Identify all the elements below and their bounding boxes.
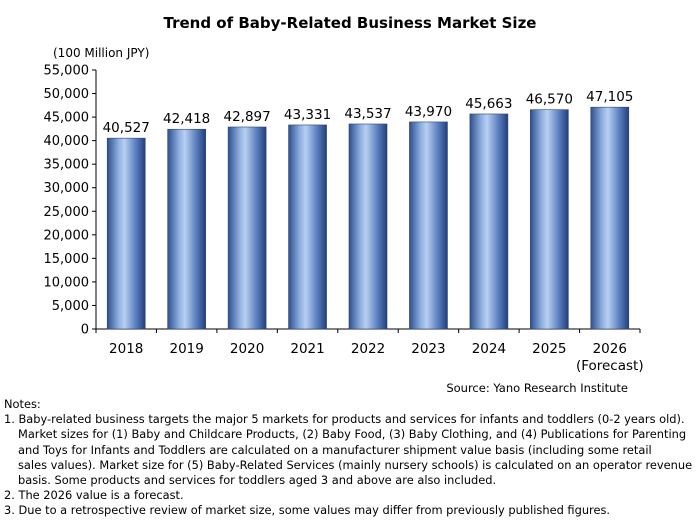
x-tick-label: 2020 (230, 341, 264, 357)
bars-group (106, 106, 630, 330)
y-tick-label: 5,000 (52, 299, 89, 314)
note-line: 2. The 2026 value is a forecast. (4, 488, 184, 503)
data-label: 45,663 (465, 96, 512, 112)
y-tick-label: 25,000 (44, 205, 90, 220)
bar (348, 123, 388, 330)
x-tick-label: 2018 (109, 341, 143, 357)
data-label: 46,570 (526, 92, 573, 108)
x-tick-label: 2022 (351, 341, 385, 357)
x-tick-label: 2019 (169, 341, 203, 357)
bar (106, 137, 146, 330)
note-line: 3. Due to a retrospective review of mark… (4, 503, 611, 518)
y-tick-label: 20,000 (44, 228, 90, 243)
x-tick-label: 2025 (532, 341, 566, 357)
data-label: 43,537 (344, 106, 391, 122)
y-tick-label: 30,000 (44, 181, 90, 196)
y-tick-label: 35,000 (44, 158, 90, 173)
bar (590, 106, 630, 330)
x-tick-label: 2024 (472, 341, 506, 357)
data-label: 47,105 (586, 89, 633, 105)
note-line: 1. Baby-related business targets the maj… (4, 412, 685, 427)
labels-group: 40,527 2018 42,418 2019 42,897 2020 43,331 2021… (103, 89, 644, 374)
y-tick-label: 45,000 (44, 111, 90, 126)
x-tick-label: 2021 (290, 341, 324, 357)
bar (409, 121, 448, 330)
bar (469, 113, 509, 330)
notes-block: Notes: 1. Baby-related business targets … (4, 397, 696, 519)
y-axis-label: (100 Million JPY) (53, 46, 149, 60)
data-label: 40,527 (103, 120, 150, 136)
data-label: 42,897 (223, 109, 270, 125)
source-note: Source: Yano Research Institute (446, 381, 628, 395)
note-line: Market sizes for (1) Baby and Childcare … (18, 427, 687, 442)
data-label: 43,331 (284, 107, 331, 123)
y-tick-label: 40,000 (44, 134, 90, 149)
notes-heading: Notes: (4, 397, 41, 411)
x-tick-label: 2026 (593, 341, 627, 357)
y-tick-label: 55,000 (44, 64, 90, 79)
bar (167, 128, 206, 330)
x-tick-sublabel: (Forecast) (576, 358, 644, 374)
note-line: basis. Some products and services for to… (18, 473, 497, 488)
chart-title: Trend of Baby-Related Business Market Si… (164, 14, 537, 32)
y-tick-label: 15,000 (44, 252, 90, 267)
bar (530, 109, 569, 330)
chart-canvas: Trend of Baby-Related Business Market Si… (44, 14, 644, 395)
note-line: sales values). Market size for (5) Baby-… (18, 457, 693, 472)
x-tick-label: 2023 (411, 341, 445, 357)
axes: 0 5,000 10,000 15,000 20,000 25,000 30,000 35,0… (44, 64, 641, 338)
bar (288, 124, 327, 330)
bar (227, 126, 267, 330)
y-tick-label: 50,000 (44, 87, 90, 102)
y-tick-label: 0 (81, 323, 89, 338)
data-label: 43,970 (405, 104, 452, 120)
y-tick-label: 10,000 (44, 275, 90, 290)
data-label: 42,418 (163, 111, 210, 127)
note-line: and Toys for Infants and Toddlers are ca… (18, 442, 652, 457)
